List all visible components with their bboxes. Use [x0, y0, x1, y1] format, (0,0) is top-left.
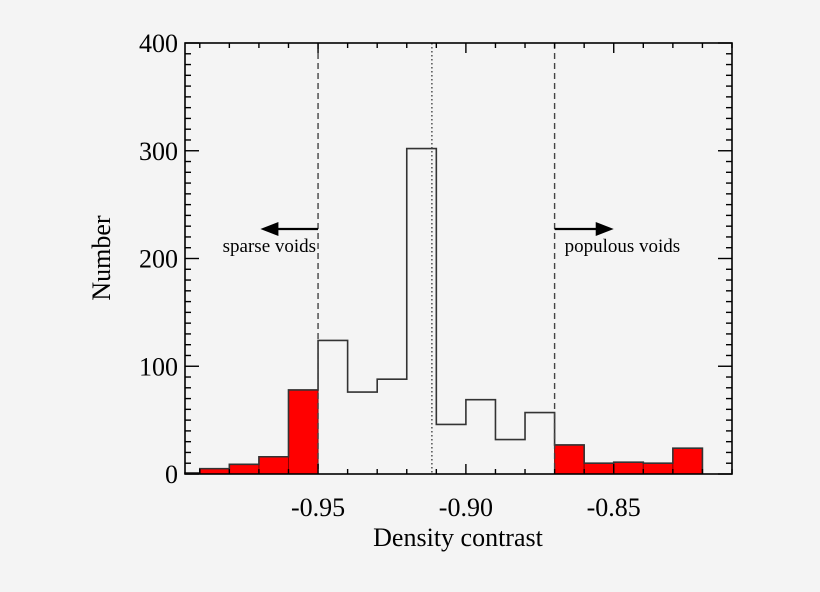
y-axis-label: Number [87, 215, 116, 301]
y-tick-label: 400 [139, 29, 178, 58]
histogram-outline [184, 147, 704, 474]
x-tick-label: -0.95 [291, 493, 345, 522]
y-tick-label: 200 [139, 245, 178, 274]
histogram-bar-highlight [613, 461, 644, 475]
arrow-right-icon [595, 222, 614, 236]
histogram-bar-highlight [672, 447, 703, 475]
histogram-bar-highlight [642, 462, 674, 475]
histogram-bar-highlight [583, 462, 615, 475]
y-tick-label: 100 [139, 352, 178, 381]
histogram-bar-highlight [287, 389, 319, 475]
histogram-bar-highlight [228, 463, 260, 475]
arrow-left-icon [260, 222, 279, 236]
plot-frame [184, 42, 733, 475]
x-tick-label: -0.85 [587, 493, 641, 522]
x-tick-label: -0.90 [439, 493, 493, 522]
axes-box [184, 42, 733, 475]
histogram-bar-highlight [554, 444, 585, 475]
histogram-bar-highlight [199, 468, 230, 475]
x-axis-label: Density contrast [373, 523, 543, 552]
y-tick-label: 300 [139, 137, 178, 166]
histogram-bars [184, 147, 704, 475]
axis-ticks: -0.95 -0.90 -0.85 0 100 200 300 400 [139, 29, 733, 522]
annotation-label: populous voids [565, 236, 681, 257]
annotations: sparse voids populous voids [223, 222, 681, 257]
annotation-label: sparse voids [223, 236, 316, 257]
reference-lines [317, 43, 556, 474]
y-tick-label: 0 [165, 460, 178, 489]
histogram-bar-highlight [258, 456, 289, 475]
